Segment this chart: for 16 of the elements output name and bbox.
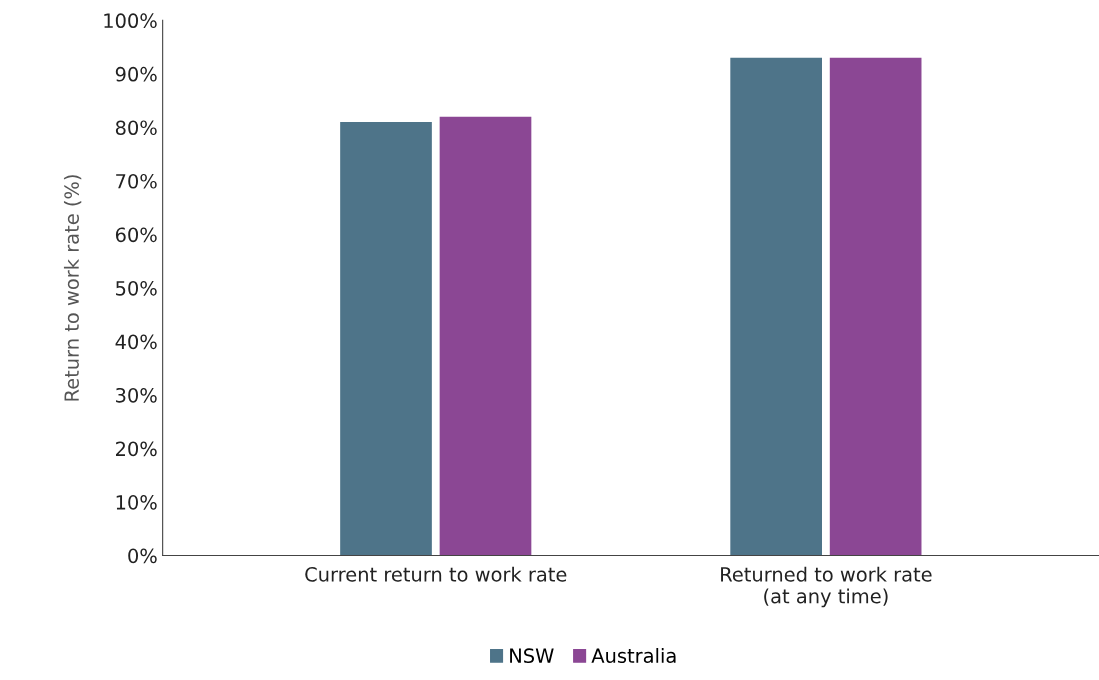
y-tick-label: 50%	[116, 280, 157, 296]
y-tick-label: 80%	[115, 120, 157, 136]
y-tick-label: 30%	[116, 387, 157, 403]
y-axis-title: Return to work rate (%)	[63, 175, 82, 401]
y-tick-label: 90%	[115, 66, 157, 82]
y-tick-label: 40%	[115, 334, 157, 350]
y-tick-label: 20%	[116, 441, 157, 457]
y-tick-label: 60%	[115, 227, 157, 243]
x-tick-label: Current return to work rate	[305, 566, 567, 582]
y-tick-label: 70%	[116, 173, 157, 189]
legend-label: Australia	[591, 647, 676, 664]
y-tick-label: 100%	[104, 13, 157, 29]
y-tick-label: 0%	[128, 548, 157, 564]
y-tick-label: 10%	[116, 495, 157, 510]
x-tick-label: Returned to work rate (at any time)	[721, 566, 932, 608]
legend-label: NSW	[510, 648, 554, 664]
